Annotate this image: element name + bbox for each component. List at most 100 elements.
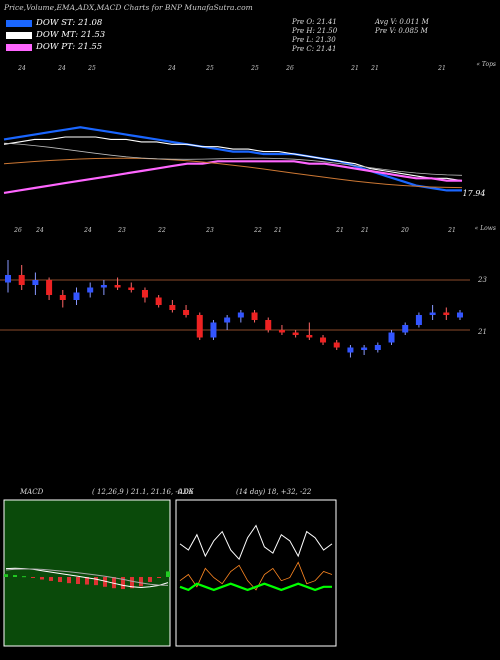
macd-histogram-bar — [112, 577, 116, 589]
candle-body — [59, 295, 66, 300]
adx-line-minus-di — [179, 561, 333, 591]
lows-top-tick: 21 — [360, 227, 369, 234]
macd-histogram-bar — [49, 577, 53, 581]
candle-body — [87, 287, 94, 293]
candle-body — [415, 315, 422, 325]
lows-top-tick: 21 — [447, 227, 456, 234]
lows-top-tick: 24 — [83, 227, 92, 234]
macd-histogram-bar — [4, 574, 8, 577]
stat-pre-volume: Pre V: 0.085 M — [375, 27, 428, 35]
candle-body — [333, 342, 340, 348]
candle-body — [5, 275, 11, 283]
last-value-label: 17.94 — [463, 189, 486, 198]
macd-histogram-bar — [13, 575, 17, 577]
legend-swatch-st — [6, 19, 32, 27]
macd-histogram-bar — [157, 577, 161, 578]
ema-top-tick: 24 — [57, 65, 66, 72]
macd-line-signal — [5, 568, 169, 586]
tops-label: « Tops — [476, 61, 496, 68]
candle-body — [169, 305, 176, 310]
candle-body — [32, 280, 39, 285]
stat-pre-close: Pre C: 21.41 — [292, 45, 337, 53]
adx-title: ADX — [178, 488, 194, 496]
lows-top-tick: 23 — [205, 227, 214, 234]
candle-body — [402, 325, 409, 333]
stat-pre-high: Pre H: 21.50 — [292, 27, 338, 35]
stat-avg-volume: Avg V: 0.011 M — [375, 18, 429, 26]
candle-body — [183, 310, 190, 315]
ema-top-tick: 21 — [437, 65, 446, 72]
chart-title: Price,Volume,EMA,ADX,MACD Charts for BNP… — [4, 3, 253, 12]
candle-body — [155, 297, 162, 305]
candle-body — [306, 335, 313, 338]
macd-histogram-bar — [130, 577, 134, 589]
lows-top-tick: 23 — [117, 227, 126, 234]
adx-params: (14 day) 18, +32, -22 — [236, 488, 312, 496]
legend-label-pt: DOW PT: 21.55 — [36, 42, 103, 52]
candle-body — [46, 280, 53, 295]
ema-line-dow-st — [3, 126, 462, 192]
macd-histogram-bar — [166, 571, 170, 577]
candle-body — [278, 330, 285, 333]
adx-panel-bg — [175, 499, 337, 647]
candle-body — [114, 285, 121, 288]
ema-line-dow-mt — [3, 136, 463, 182]
legend-dow-mt: DOW MT: 21.53 — [6, 30, 105, 40]
candle-body — [457, 312, 463, 318]
legend-dow-pt: DOW PT: 21.55 — [6, 42, 102, 52]
candle-body — [265, 320, 272, 330]
ema-top-tick: 21 — [350, 65, 359, 72]
ema-top-tick: 21 — [370, 65, 379, 72]
legend-swatch-pt — [6, 43, 32, 51]
stat-pre-low: Pre L: 21.30 — [292, 36, 336, 44]
candle-body — [292, 332, 299, 335]
y-label-21: 21 — [477, 328, 487, 336]
macd-title: MACD — [20, 488, 44, 496]
candle-body — [251, 312, 258, 320]
macd-histogram-bar — [40, 577, 44, 580]
ema-line-medium — [3, 142, 463, 176]
candle-body — [347, 347, 354, 353]
candle-body — [73, 292, 80, 300]
macd-histogram-bar — [139, 577, 143, 587]
lows-top-tick: 26 — [13, 227, 22, 234]
lows-top-tick: 21 — [335, 227, 344, 234]
candle-body — [374, 345, 381, 350]
candle-body — [196, 315, 203, 338]
y-label-23: 23 — [477, 276, 487, 284]
ema-top-tick: 25 — [205, 65, 214, 72]
candle-body — [320, 337, 327, 343]
legend-label-mt: DOW MT: 21.53 — [36, 30, 106, 40]
lows-top-tick: 24 — [35, 227, 44, 234]
lows-top-tick: 21 — [273, 227, 282, 234]
candle-body — [429, 312, 436, 315]
candle-body — [210, 322, 217, 338]
ema-top-tick: 24 — [167, 65, 176, 72]
macd-histogram-bar — [76, 577, 80, 584]
legend-label-st: DOW ST: 21.08 — [36, 18, 103, 28]
macd-histogram-bar — [148, 577, 152, 583]
ema-top-tick: 25 — [87, 65, 96, 72]
ema-line-dow-pt — [3, 160, 462, 194]
candle-body — [100, 285, 107, 288]
macd-histogram-bar — [22, 576, 26, 578]
candle-body — [388, 332, 395, 343]
macd-histogram-bar — [103, 577, 107, 587]
adx-line-adx — [179, 582, 332, 592]
macd-histogram-bar — [31, 577, 35, 578]
lows-top-tick: 22 — [157, 227, 166, 234]
macd-panel-bg — [3, 499, 171, 647]
lows-top-tick: 22 — [253, 227, 262, 234]
ema-line-long-term — [3, 157, 463, 189]
lows-label: « Lows — [475, 225, 496, 232]
candle-body — [128, 287, 135, 290]
ema-top-tick: 25 — [250, 65, 259, 72]
legend-swatch-mt — [6, 31, 32, 39]
legend-dow-st: DOW ST: 21.08 — [6, 18, 102, 28]
candle-body — [237, 312, 244, 318]
macd-histogram-bar — [94, 577, 98, 586]
candle-body — [361, 347, 368, 350]
ema-top-tick: 26 — [285, 65, 294, 72]
candle-body — [443, 312, 450, 315]
